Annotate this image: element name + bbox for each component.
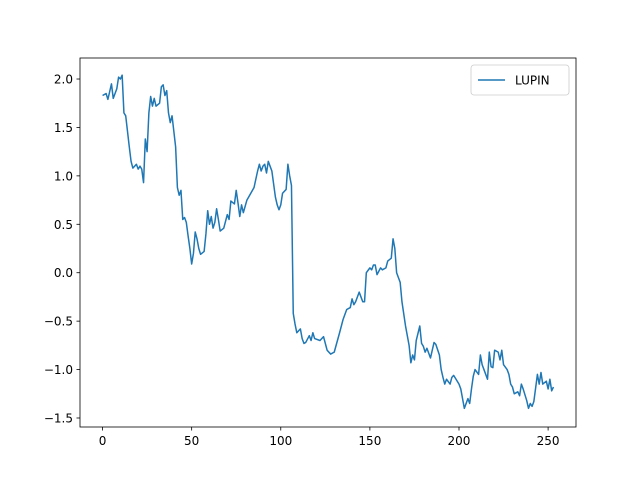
y-tick-label: 0.5 — [54, 218, 73, 232]
y-tick-label: −1.0 — [44, 363, 73, 377]
y-tick-label: −1.5 — [44, 411, 73, 425]
plot-frame — [79, 57, 577, 428]
x-tick-label: 0 — [99, 434, 107, 448]
legend-box — [470, 64, 570, 96]
y-tick-label: −0.5 — [44, 315, 73, 329]
x-tick-label: 100 — [269, 434, 292, 448]
x-tick-label: 200 — [448, 434, 471, 448]
x-tick-label: 50 — [184, 434, 199, 448]
y-tick-label: 1.5 — [54, 121, 73, 135]
legend-label: LUPIN — [515, 74, 550, 88]
line-series — [102, 74, 555, 410]
y-tick-label: 1.0 — [54, 169, 73, 183]
y-tick-label: 2.0 — [54, 73, 73, 87]
x-tick-label: 250 — [537, 434, 560, 448]
y-tick-label: 0.0 — [54, 266, 73, 280]
x-tick-label: 150 — [358, 434, 381, 448]
